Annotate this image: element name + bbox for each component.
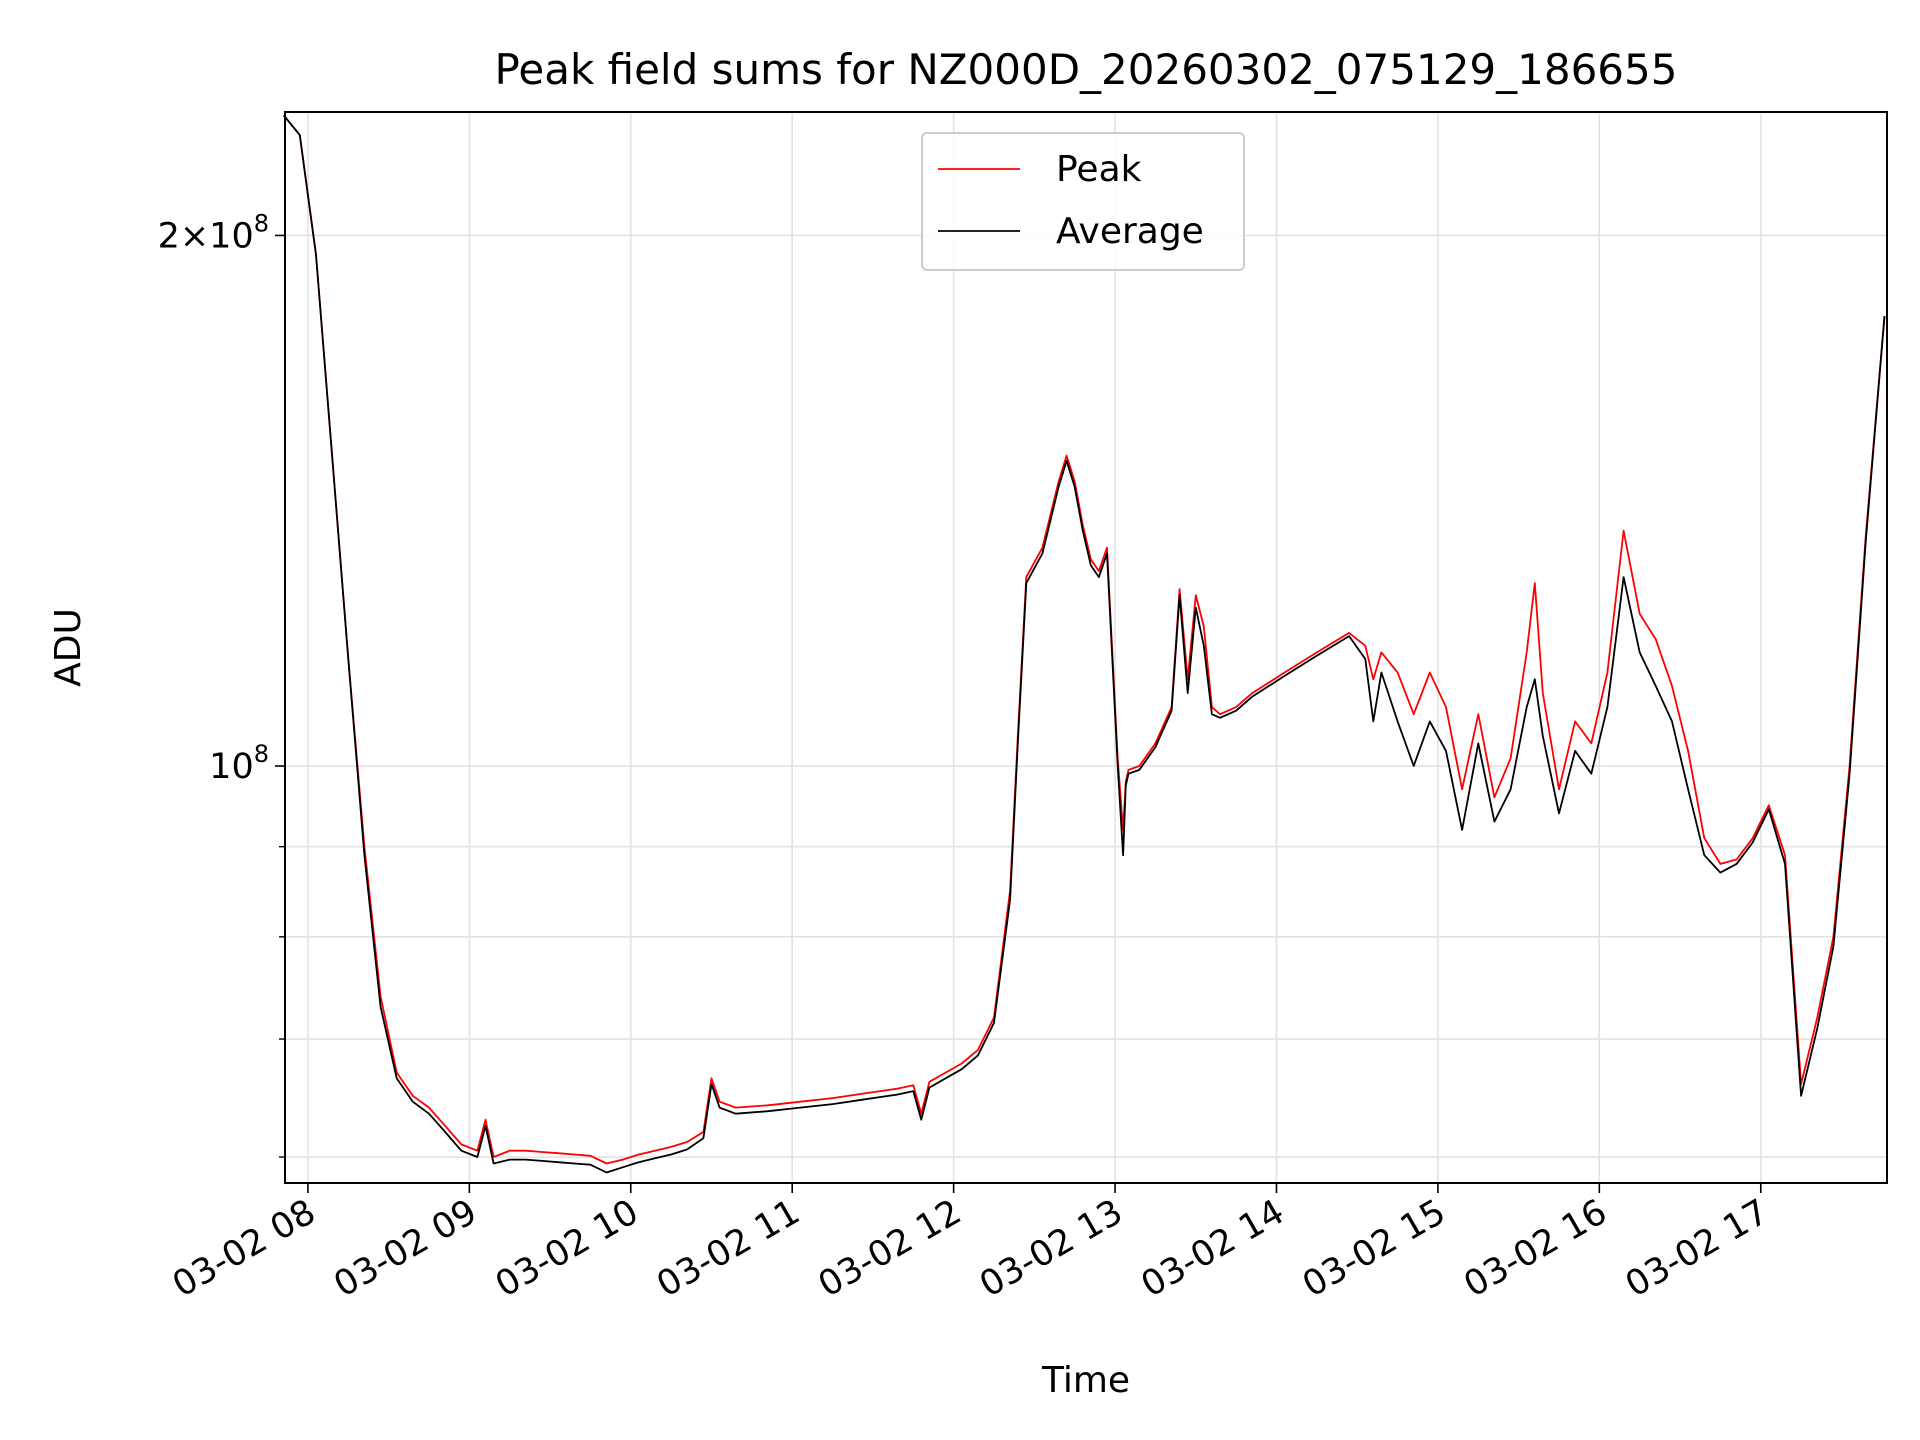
y-axis-label: ADU [48, 608, 89, 687]
series-group [283, 114, 1886, 1174]
x-axis-label: Time [1041, 1360, 1130, 1401]
legend-label: Peak [1056, 149, 1142, 190]
grid [285, 112, 1887, 1183]
legend-label: Average [1056, 211, 1204, 252]
y-tick-label: 2×108 [158, 209, 269, 256]
y-tick-label: 108 [209, 740, 269, 787]
y-tick-coef: 2× [158, 216, 210, 256]
plot-frame [284, 111, 1888, 1184]
series-line-average [283, 114, 1886, 1174]
legend: Peak Average [921, 132, 1245, 271]
y-tick-base: 10 [209, 747, 254, 787]
chart-title: Peak field sums for NZ000D_20260302_0751… [495, 45, 1678, 94]
series-line-peak [283, 114, 1886, 1165]
y-tick-exponent: 8 [254, 209, 269, 237]
y-tick-exponent: 8 [254, 740, 269, 768]
legend-box [921, 132, 1245, 271]
y-tick-base: 10 [209, 216, 254, 256]
